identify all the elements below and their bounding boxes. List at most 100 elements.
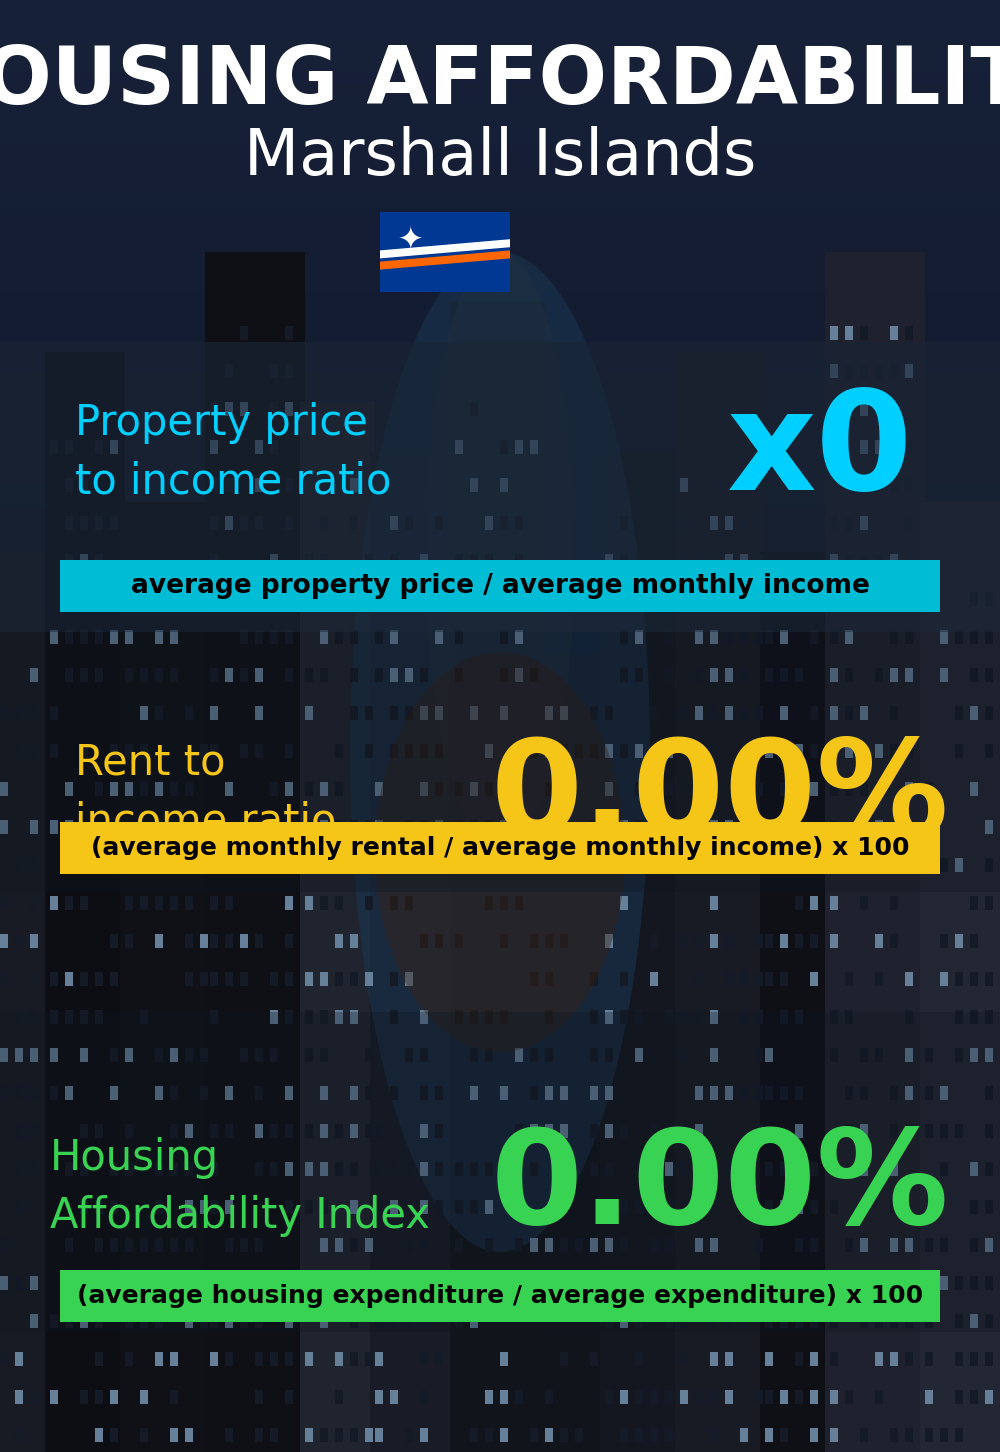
Bar bbox=[970, 1048, 978, 1061]
Bar bbox=[635, 668, 643, 682]
Bar bbox=[515, 1048, 523, 1061]
Bar bbox=[665, 592, 673, 605]
Bar bbox=[620, 820, 628, 833]
Bar bbox=[155, 1199, 163, 1214]
Bar bbox=[795, 1086, 803, 1101]
Bar bbox=[755, 1011, 763, 1024]
Bar bbox=[605, 1011, 613, 1024]
Bar bbox=[285, 783, 293, 796]
Bar bbox=[755, 971, 763, 986]
Bar bbox=[845, 858, 853, 873]
Bar bbox=[740, 783, 748, 796]
Bar bbox=[620, 743, 628, 758]
Bar bbox=[320, 1162, 328, 1176]
Bar bbox=[845, 783, 853, 796]
Bar bbox=[285, 592, 293, 605]
Bar bbox=[350, 1276, 358, 1289]
Bar bbox=[860, 858, 868, 873]
Bar bbox=[140, 1427, 148, 1442]
Bar bbox=[940, 1086, 948, 1101]
Bar bbox=[240, 515, 248, 530]
Bar bbox=[285, 858, 293, 873]
Bar bbox=[470, 820, 478, 833]
Bar bbox=[665, 1199, 673, 1214]
Bar bbox=[335, 820, 343, 833]
Bar bbox=[755, 1239, 763, 1252]
Bar bbox=[545, 1124, 553, 1138]
Bar bbox=[650, 1124, 658, 1138]
Bar bbox=[985, 1239, 993, 1252]
Bar bbox=[210, 743, 218, 758]
Bar bbox=[350, 1086, 358, 1101]
Bar bbox=[305, 1276, 313, 1289]
Bar bbox=[710, 1390, 718, 1404]
Bar bbox=[845, 364, 853, 378]
Bar bbox=[80, 1199, 88, 1214]
Bar bbox=[320, 668, 328, 682]
Bar bbox=[955, 1048, 963, 1061]
Bar bbox=[795, 743, 803, 758]
Bar bbox=[225, 1314, 233, 1329]
Bar bbox=[985, 896, 993, 910]
Bar bbox=[320, 820, 328, 833]
Bar bbox=[95, 668, 103, 682]
Bar bbox=[575, 1427, 583, 1442]
Bar bbox=[635, 630, 643, 645]
Bar bbox=[210, 515, 218, 530]
Bar bbox=[970, 934, 978, 948]
Bar bbox=[210, 1199, 218, 1214]
Bar bbox=[380, 212, 510, 292]
Bar bbox=[255, 820, 263, 833]
Bar bbox=[30, 896, 38, 910]
Bar bbox=[455, 820, 463, 833]
Bar bbox=[285, 1011, 293, 1024]
Bar bbox=[845, 743, 853, 758]
Bar bbox=[80, 971, 88, 986]
Bar bbox=[270, 971, 278, 986]
Bar bbox=[15, 1352, 23, 1366]
Bar bbox=[0, 1012, 1000, 1331]
Bar bbox=[560, 1239, 568, 1252]
Bar bbox=[890, 706, 898, 720]
Bar bbox=[590, 858, 598, 873]
Bar bbox=[755, 820, 763, 833]
Bar bbox=[365, 1427, 373, 1442]
Bar bbox=[30, 858, 38, 873]
Bar bbox=[60, 1270, 940, 1321]
Bar bbox=[620, 1124, 628, 1138]
Bar bbox=[470, 783, 478, 796]
Bar bbox=[810, 1314, 818, 1329]
Bar bbox=[485, 515, 493, 530]
Bar bbox=[605, 1314, 613, 1329]
Bar bbox=[810, 630, 818, 645]
Bar bbox=[30, 1048, 38, 1061]
Bar bbox=[905, 1314, 913, 1329]
Bar bbox=[830, 327, 838, 340]
Bar bbox=[170, 1086, 178, 1101]
Bar bbox=[365, 592, 373, 605]
Bar bbox=[970, 1011, 978, 1024]
Bar bbox=[170, 1162, 178, 1176]
Bar bbox=[30, 1086, 38, 1101]
Bar bbox=[30, 934, 38, 948]
Bar bbox=[80, 1162, 88, 1176]
Bar bbox=[270, 592, 278, 605]
Bar bbox=[830, 1427, 838, 1442]
Bar bbox=[305, 1427, 313, 1442]
Bar bbox=[45, 351, 125, 1452]
Bar bbox=[255, 630, 263, 645]
Bar bbox=[435, 1199, 443, 1214]
Bar bbox=[365, 971, 373, 986]
Bar bbox=[210, 820, 218, 833]
Bar bbox=[620, 515, 628, 530]
Bar bbox=[620, 630, 628, 645]
Bar bbox=[985, 1048, 993, 1061]
Bar bbox=[500, 1352, 508, 1366]
Bar bbox=[390, 1162, 398, 1176]
Bar bbox=[80, 515, 88, 530]
Bar bbox=[830, 1314, 838, 1329]
Bar bbox=[605, 706, 613, 720]
Bar bbox=[695, 1162, 703, 1176]
Bar bbox=[780, 1162, 788, 1176]
Bar bbox=[255, 515, 263, 530]
